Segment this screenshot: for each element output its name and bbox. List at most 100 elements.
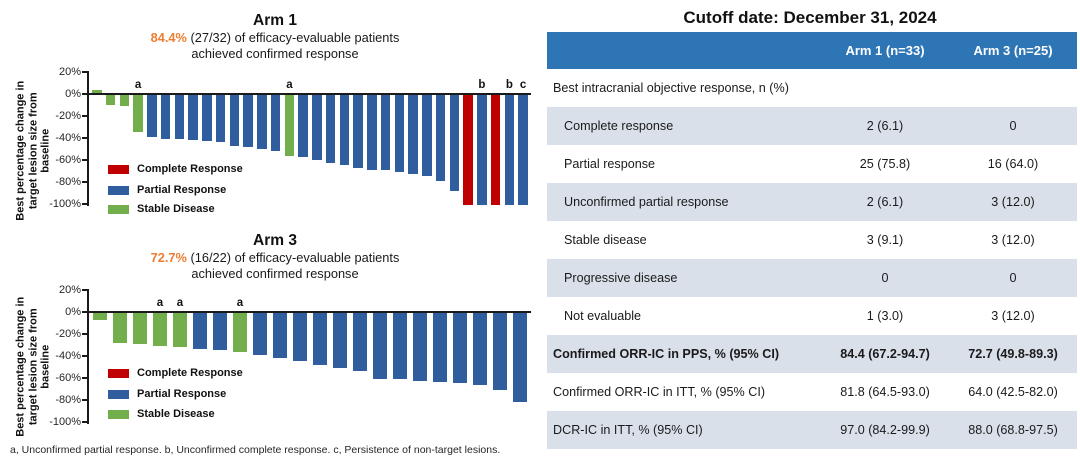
chart-title: Arm 3 [253,232,297,249]
legend-item: Stable Disease [108,408,215,420]
legend-item: Stable Disease [108,203,215,215]
y-tick-label: -80% [55,176,81,188]
y-tick-mark [82,333,87,335]
plot-area: 20% 0% -20% -40% -60% -80% -100% a a b b c Complete … [49,66,531,215]
waterfall-bar [147,95,157,137]
waterfall-bar [270,95,281,152]
waterfall-bar [353,313,367,372]
row-label: Complete response [564,119,674,133]
waterfall-bar [473,313,487,385]
legend-label: Partial Response [137,184,227,196]
results-table-panel: Cutoff date: December 31, 2024 Arm 1 (n=… [540,0,1080,464]
table-row: Confirmed ORR-IC in PPS, % (95% CI) 84.4 … [547,335,1077,373]
results-table-body: Best intracranial objective response, n … [547,69,1077,449]
arm1-value: 2 (6.1) [866,195,904,209]
zero-baseline [87,93,531,95]
y-tick-label: -40% [55,350,81,362]
bar-note: b [505,79,513,91]
waterfall-bar [202,95,212,142]
waterfall-bar [463,95,473,205]
legend-swatch [108,164,129,174]
y-tick-mark [82,421,87,423]
y-tick-label: -20% [55,110,81,122]
waterfall-bar [453,313,467,384]
legend-item: Partial Response [108,184,226,196]
waterfall-bar [435,95,446,181]
subtitle-line2: achieved confirmed response [191,266,359,281]
waterfall-bar [229,95,240,146]
arm3-value: 3 (12.0) [991,195,1035,209]
header-arm3: Arm 3 (n=25) [949,32,1077,69]
waterfall-bar [353,95,363,168]
row-label: Unconfirmed partial response [564,195,729,209]
row-label: Confirmed ORR-IC in ITT, % (95% CI) [553,385,766,399]
arm1-value: 25 (75.8) [859,157,911,171]
header-arm1: Arm 1 (n=33) [821,32,949,69]
waterfall-bar [373,313,387,379]
legend-swatch [108,185,129,195]
waterfall-bar [333,313,347,368]
waterfall-bar [213,313,227,351]
waterfall-bar [393,313,407,379]
arm3-value: 3 (12.0) [991,309,1035,323]
table-row: Not evaluable 1 (3.0) 3 (12.0) [547,297,1077,335]
y-tick-mark [82,355,87,357]
table-row: Complete response 2 (6.1) 0 [547,107,1077,145]
y-tick-mark [82,289,87,291]
y-tick-label: -20% [55,328,81,340]
chart-title: Arm 1 [253,12,297,29]
waterfall-bar [133,313,147,344]
waterfall-bar [284,95,295,156]
bar-note: a [134,79,142,91]
table-row: Best intracranial objective response, n … [547,69,1077,107]
plot-area: 20% 0% -20% -40% -60% -80% -100% a a a Complete Re… [49,284,531,428]
subtitle-line2: achieved confirmed response [191,46,359,61]
arm3-waterfall-chart: Arm 3 72.7% (16/22) of efficacy-evaluabl… [0,226,540,444]
y-tick-mark [82,377,87,379]
arm1-value [821,69,949,107]
y-axis-line [87,71,89,206]
legend-swatch [108,389,129,399]
arm3-value: 72.7 (49.8-89.3) [968,347,1058,361]
waterfall-bar [490,95,501,205]
bar-note: a [156,297,164,309]
arm1-value: 1 (3.0) [866,309,904,323]
waterfall-bar [513,313,527,403]
y-tick-mark [82,311,87,313]
chart-subtitle: 72.7% (16/22) of efficacy-evaluable pati… [10,250,540,282]
subtitle-line1: (16/22) of efficacy-evaluable patients [190,250,400,265]
waterfall-bar [433,313,447,383]
legend-label: Stable Disease [137,203,215,215]
arm1-value: 81.8 (64.5-93.0) [840,385,930,399]
waterfall-bar [174,95,185,139]
row-label: Not evaluable [564,309,642,323]
waterfall-bar [113,313,127,343]
waterfall-bar [133,95,143,133]
y-tick-label: 0% [65,88,81,100]
table-header-row: Arm 1 (n=33) Arm 3 (n=25) [547,32,1077,69]
waterfall-bar [312,95,322,160]
waterfall-bar [422,95,432,177]
legend-label: Partial Response [137,388,227,400]
y-tick-label: 0% [65,306,81,318]
legend-swatch [108,204,129,214]
waterfall-bar [93,313,107,320]
waterfall-bar [215,95,226,143]
table-row: Unconfirmed partial response 2 (6.1) 3 (12… [547,183,1077,221]
bar-note: c [519,79,527,91]
y-tick-mark [82,137,87,139]
waterfall-bar [325,95,336,164]
row-label: Progressive disease [564,271,678,285]
waterfall-bar [119,95,130,106]
arm3-value: 64.0 (42.5-82.0) [968,385,1058,399]
waterfall-bar [493,313,507,390]
response-rate-highlight: 72.7% [150,250,187,265]
arm3-value [949,69,1077,107]
y-tick-label: 20% [58,284,81,296]
cutoff-date-title: Cutoff date: December 31, 2024 [683,8,937,27]
waterfall-bar [92,89,102,94]
waterfall-bar [105,95,116,105]
waterfall-bar [243,95,253,147]
waterfall-bar [188,95,198,141]
